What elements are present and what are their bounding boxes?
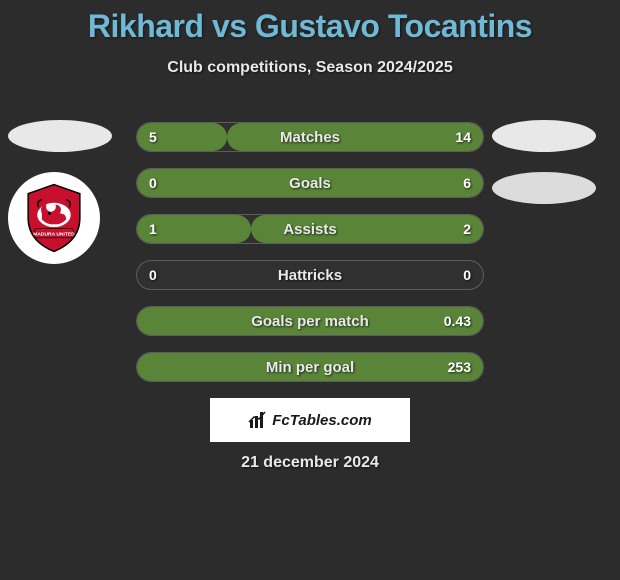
player2-name: Gustavo Tocantins bbox=[255, 8, 532, 44]
stats-container: Matches514Goals06Assists12Hattricks00Goa… bbox=[136, 122, 484, 398]
stat-label: Hattricks bbox=[137, 261, 483, 289]
stat-fill-right bbox=[137, 353, 483, 381]
stat-row: Goals06 bbox=[136, 168, 484, 198]
stat-value-left: 5 bbox=[149, 123, 157, 151]
stat-value-left: 0 bbox=[149, 169, 157, 197]
chart-icon bbox=[248, 410, 268, 430]
stat-value-right: 0.43 bbox=[444, 307, 471, 335]
right-placeholder-oval-2 bbox=[492, 172, 596, 204]
club-logo-left: MADURA UNITED bbox=[8, 172, 100, 264]
stat-fill-right bbox=[251, 215, 483, 243]
player1-name: Rikhard bbox=[88, 8, 204, 44]
vs-label: vs bbox=[212, 8, 247, 44]
stat-value-right: 14 bbox=[455, 123, 471, 151]
footer-brand-text: FcTables.com bbox=[272, 412, 371, 429]
stat-row: Goals per match0.43 bbox=[136, 306, 484, 336]
left-badges-column: MADURA UNITED bbox=[8, 120, 118, 264]
stat-value-right: 0 bbox=[463, 261, 471, 289]
stat-fill-right bbox=[137, 307, 483, 335]
stat-row: Matches514 bbox=[136, 122, 484, 152]
stat-value-right: 253 bbox=[448, 353, 471, 381]
right-placeholder-oval-1 bbox=[492, 120, 596, 152]
right-badges-column bbox=[492, 120, 602, 224]
stat-fill-right bbox=[227, 123, 483, 151]
page-title: Rikhard vs Gustavo Tocantins bbox=[0, 0, 620, 45]
svg-text:MADURA UNITED: MADURA UNITED bbox=[33, 231, 75, 237]
stat-row: Hattricks0 0 bbox=[136, 260, 484, 290]
subtitle: Club competitions, Season 2024/2025 bbox=[0, 59, 620, 77]
stat-value-right: 6 bbox=[463, 169, 471, 197]
date-label: 21 december 2024 bbox=[0, 454, 620, 472]
stat-value-right: 2 bbox=[463, 215, 471, 243]
stat-fill-right bbox=[137, 169, 483, 197]
stat-row: Min per goal253 bbox=[136, 352, 484, 382]
stat-value-left: 0 bbox=[149, 261, 157, 289]
club-logo-svg: MADURA UNITED bbox=[16, 180, 92, 256]
footer-brand-box: FcTables.com bbox=[210, 398, 410, 442]
stat-row: Assists12 bbox=[136, 214, 484, 244]
stat-value-left: 1 bbox=[149, 215, 157, 243]
left-placeholder-oval bbox=[8, 120, 112, 152]
